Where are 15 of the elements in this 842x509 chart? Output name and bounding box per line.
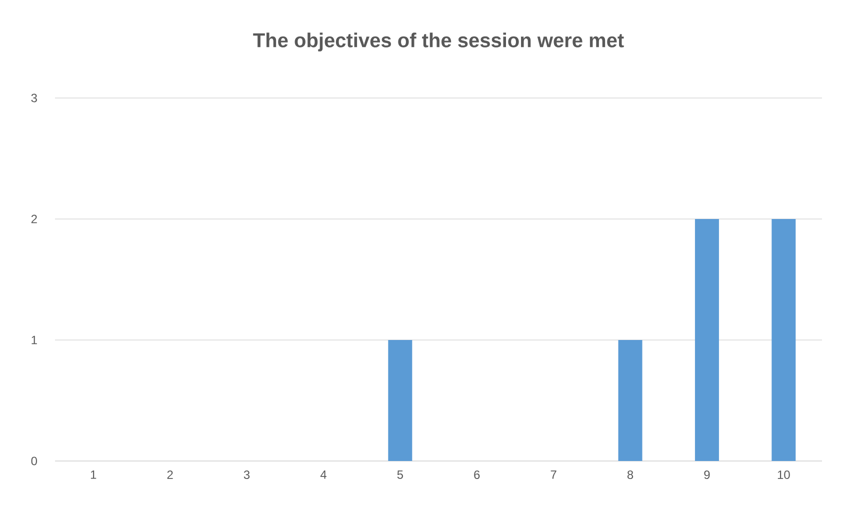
x-tick-label: 1 — [90, 470, 96, 479]
x-tick-label: 7 — [550, 470, 556, 479]
x-tick-label: 9 — [704, 470, 710, 480]
x-tick-label: 10 — [778, 470, 790, 480]
y-tick-label: 1 — [32, 336, 37, 344]
x-tick-label: 2 — [167, 470, 173, 479]
chart-title: The objectives of the session were met — [253, 32, 624, 52]
x-tick-label: 8 — [627, 470, 634, 480]
x-tick-label: 3 — [244, 470, 250, 480]
x-tick-label: 4 — [320, 470, 326, 479]
x-tick-label: 5 — [397, 470, 403, 479]
y-tick-label: 0 — [31, 456, 38, 466]
y-tick-label: 3 — [31, 94, 37, 102]
x-tick-label: 6 — [474, 470, 480, 480]
y-tick-label: 2 — [31, 214, 37, 224]
